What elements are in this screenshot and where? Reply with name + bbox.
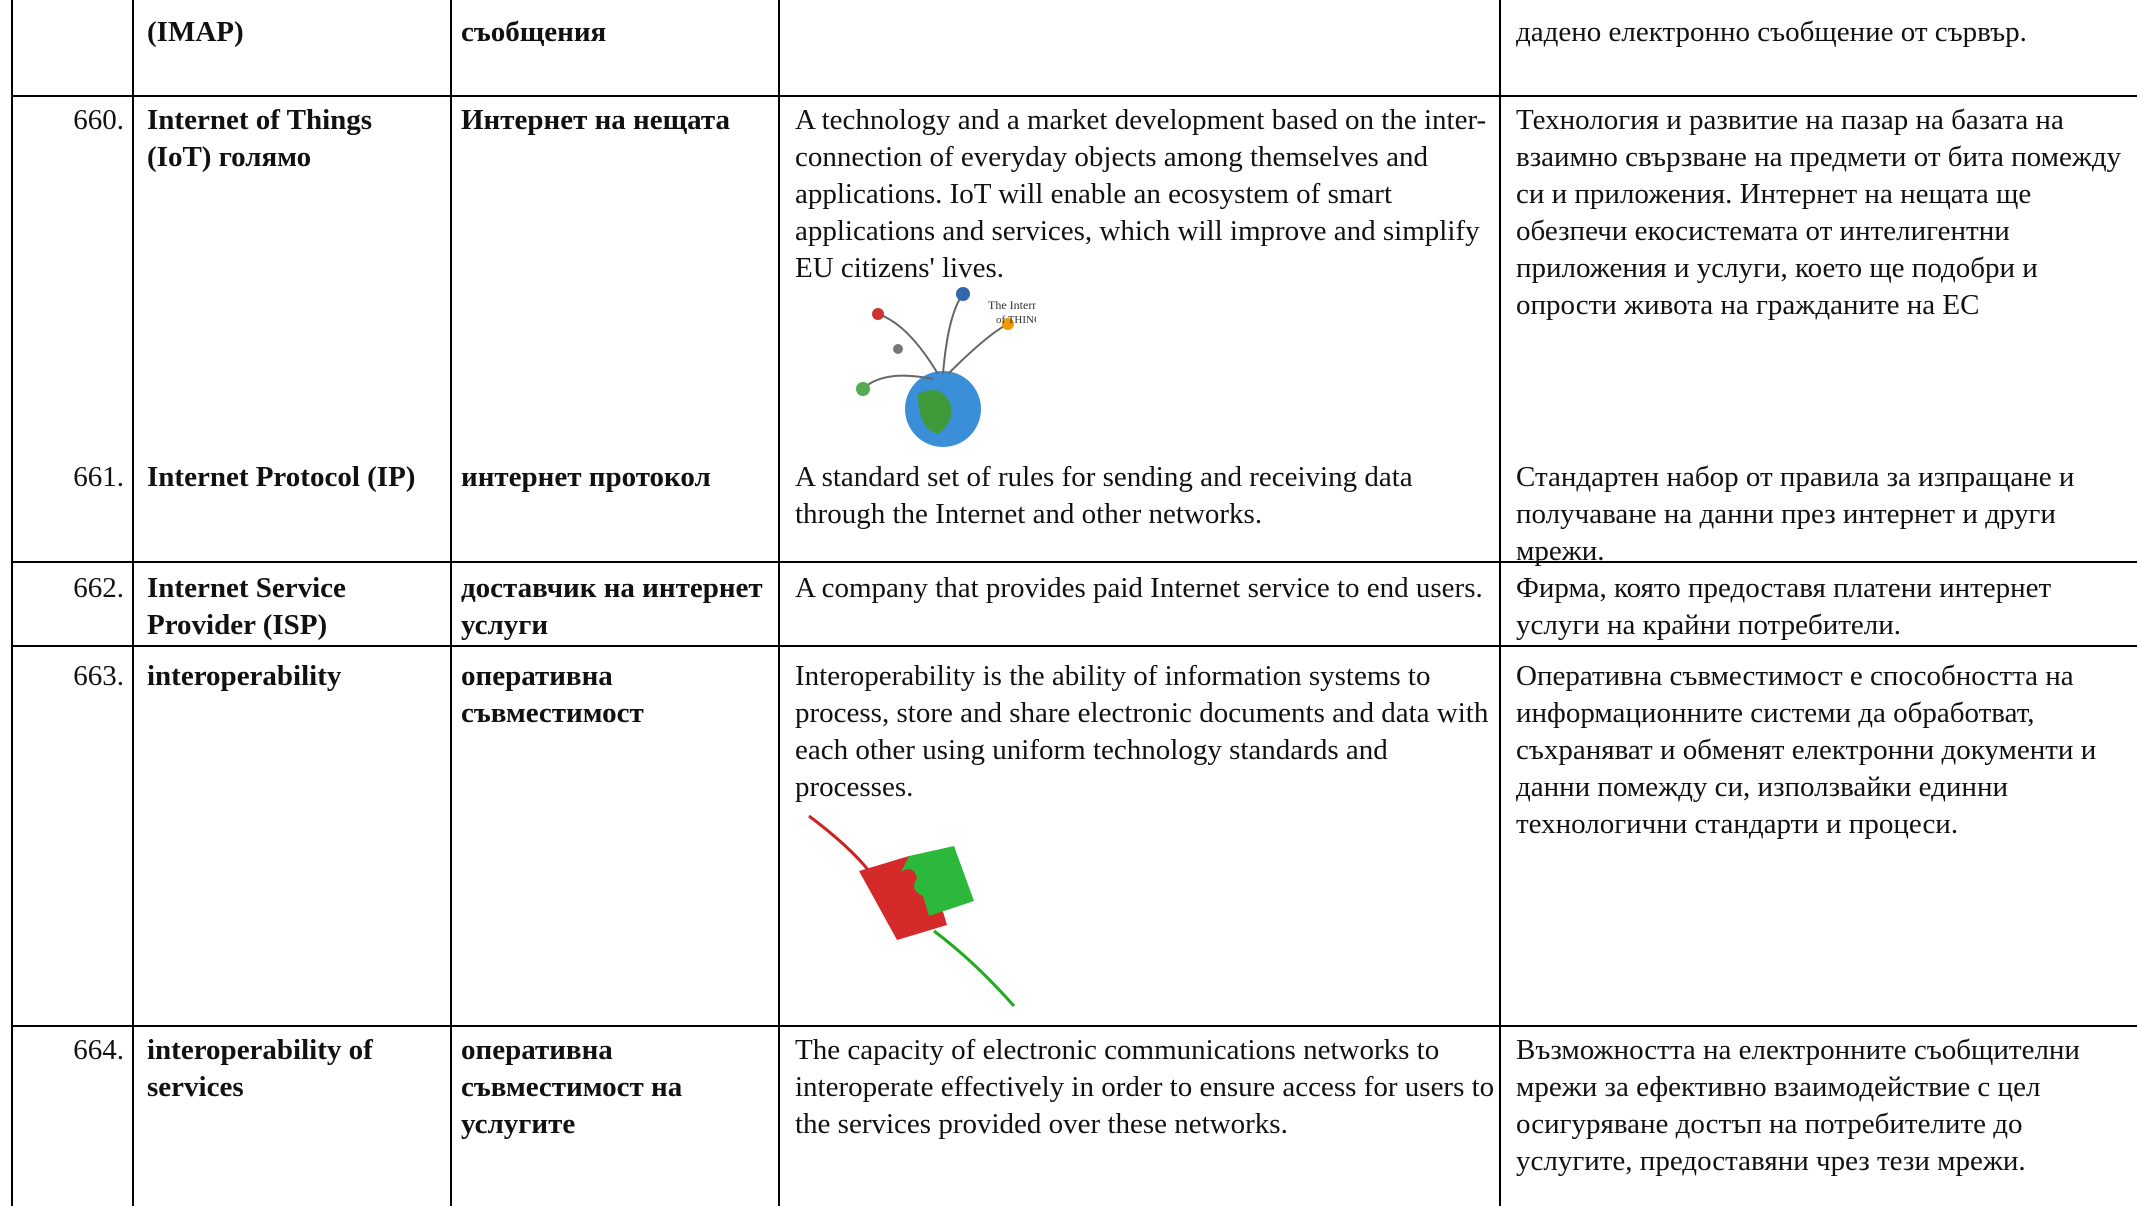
rule [778, 0, 780, 1206]
number: 664. [73, 1034, 124, 1066]
en-definition: A standard set of rules for sending and … [795, 461, 1413, 530]
rule [11, 95, 2137, 97]
en-definition: A technology and a market development ba… [795, 104, 1487, 284]
rule [132, 0, 134, 1206]
bg-term: съобщения [461, 16, 607, 48]
svg-text:The Internet: The Internet [988, 298, 1036, 312]
bg-definition: Фирма, която предоставя платени интернет… [1516, 572, 2052, 641]
en-definition: A company that provides paid Internet se… [795, 572, 1483, 604]
bg-term: интернет протокол [461, 461, 711, 493]
term: interoperability [147, 660, 342, 692]
rule [11, 0, 13, 1206]
bg-definition: Технология и развитие на пазар на базата… [1516, 104, 2122, 321]
term: Internet Protocol (IP) [147, 461, 416, 493]
rule [1499, 0, 1501, 1206]
en-definition: The capacity of electronic communication… [795, 1034, 1495, 1140]
rule [11, 1025, 2137, 1027]
term: Internet of Things (IoT) голямо [147, 104, 373, 173]
bg-definition: Възможността на електронните съобщителни… [1516, 1034, 2080, 1177]
bg-definition: дадено електронно съобщение от сървър. [1516, 16, 2027, 48]
bg-term: оперативна съвместимост [461, 660, 644, 729]
rule [11, 561, 2137, 563]
term: interoperability of services [147, 1034, 373, 1103]
number: 661. [73, 461, 124, 493]
rule [450, 0, 452, 1206]
number: 662. [73, 572, 124, 604]
en-definition: Interoperability is the ability of infor… [795, 660, 1489, 803]
number: 660. [73, 104, 124, 136]
bg-term: Интернет на нещата [461, 104, 730, 136]
number: 663. [73, 660, 124, 692]
puzzle-illustration [808, 814, 1016, 1007]
term: (IMAP) [147, 16, 244, 48]
bg-definition: Оперативна съвместимост е способността н… [1516, 660, 2097, 840]
svg-text:of THINGS: of THINGS [996, 314, 1036, 326]
rule [11, 645, 2137, 647]
bg-term: доставчик на интернет услуги [461, 572, 763, 641]
bg-definition: Стандартен набор от правила за изпращане… [1516, 461, 2075, 567]
iot-illustration: The Internet of THINGS [856, 287, 1036, 447]
term: Internet Service Provider (ISP) [147, 572, 346, 641]
bg-term: оперативна съвместимост на услугите [461, 1034, 683, 1140]
